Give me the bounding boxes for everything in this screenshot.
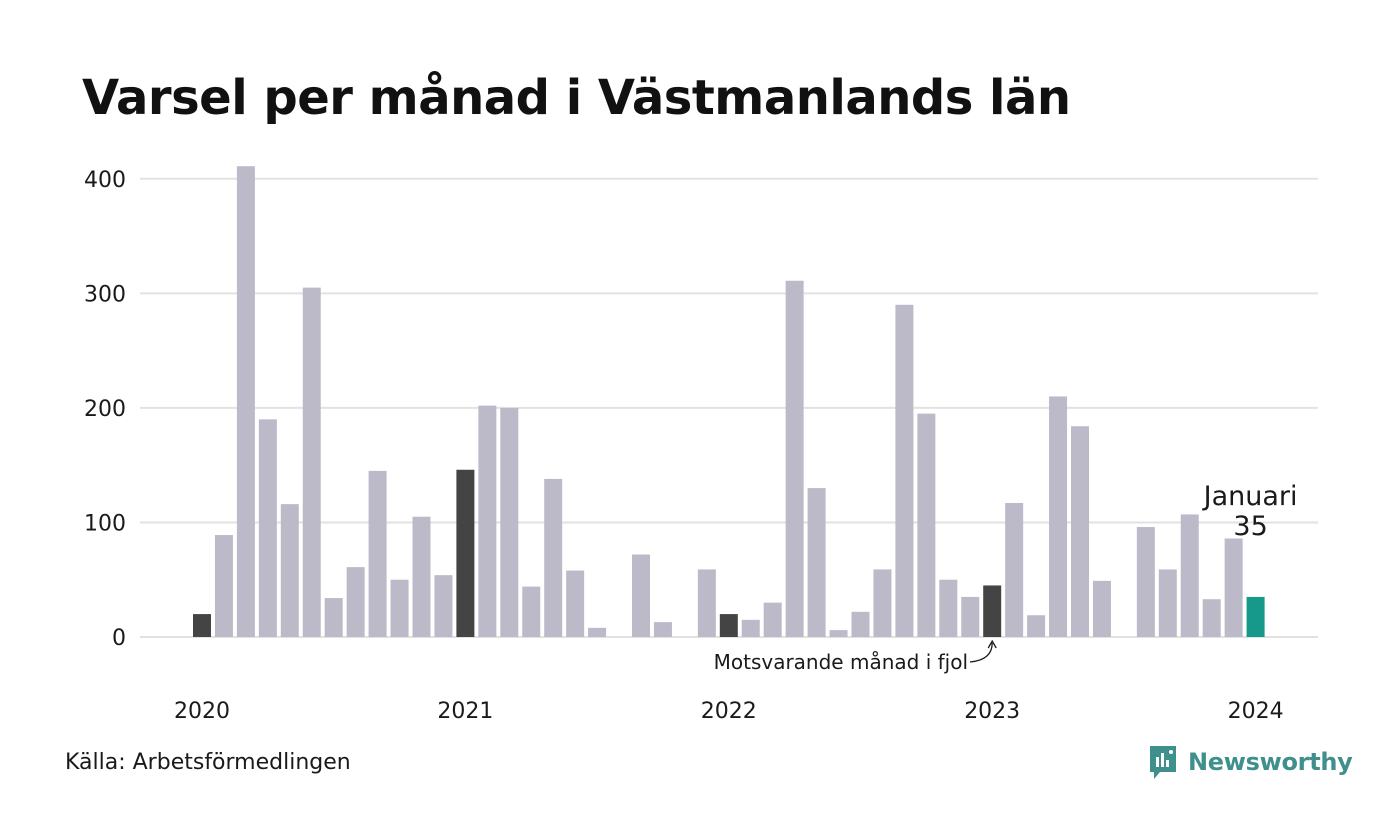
bar-2024-01 [1246,596,1265,637]
y-axis-ticks: 0 100 200 300 400 [84,168,126,651]
bar-2021-03 [500,407,519,637]
bar-2023-11 [1202,599,1221,637]
bar-2020-11 [412,516,431,637]
x-axis-ticks: 2020 2021 2022 2023 2024 [174,699,1284,724]
x-tick-label: 2022 [701,699,757,724]
newsworthy-logo-icon [1150,746,1176,779]
bar-2021-09 [632,554,650,637]
bar-2020-08 [346,567,365,637]
bar-2020-03 [236,166,255,637]
x-tick-label: 2024 [1228,699,1284,724]
brand-logo[interactable]: Newsworthy [1148,744,1353,780]
bar-2023-06 [1092,580,1111,637]
bar-2022-08 [873,569,892,637]
chart-title: Varsel per månad i Västmanlands län [82,70,1071,126]
bars [193,166,1265,637]
bar-2021-10 [653,622,672,637]
bar-2023-03 [1027,615,1046,637]
previous-year-annotation: Motsvarande månad i fjol [714,650,968,674]
bar-2022-12 [961,596,980,637]
bar-2022-11 [939,579,958,637]
bar-2020-04 [258,419,277,637]
bar-2022-03 [763,602,782,637]
bar-2020-06 [302,287,321,637]
bar-2022-07 [851,611,870,637]
bar-2023-12 [1224,538,1243,637]
bar-2022-09 [895,304,914,637]
bar-2020-07 [324,598,343,637]
y-tick-label: 100 [84,511,126,536]
bar-2020-12 [434,575,453,637]
y-tick-label: 0 [112,626,126,651]
bar-2021-04 [522,586,541,637]
bar-2020-02 [214,535,233,637]
bar-2022-01 [719,614,738,637]
bar-2023-08 [1136,527,1155,637]
annotation-arrowhead [987,639,997,649]
bar-2020-05 [280,504,299,637]
bar-2022-05 [807,488,826,637]
y-tick-label: 300 [84,282,126,307]
bar-2022-06 [829,630,848,637]
y-tick-label: 400 [84,168,126,193]
bar-2021-07 [588,627,607,637]
bar-2021-01 [456,469,475,637]
y-tick-label: 200 [84,397,126,422]
bar-2021-05 [544,478,563,637]
x-tick-label: 2020 [174,699,230,724]
bar-2021-02 [478,405,497,637]
x-tick-label: 2023 [964,699,1020,724]
source-note: Källa: Arbetsförmedlingen [65,750,351,775]
bar-2022-10 [917,413,936,637]
bar-2022-02 [741,619,760,637]
annotation-arrow [969,642,993,663]
bar-2023-02 [1005,502,1024,637]
bar-2023-05 [1071,426,1089,637]
x-tick-label: 2021 [437,699,493,724]
current-value-label: 35 [1233,511,1267,542]
current-month-label: Januari [1202,481,1298,512]
bar-2021-06 [566,570,585,637]
bar-2023-01 [983,585,1002,637]
bar-2022-04 [785,280,804,637]
bar-2021-12 [697,569,716,637]
bar-2020-09 [368,470,387,637]
bar-2023-10 [1180,514,1199,637]
brand-name: Newsworthy [1188,748,1353,776]
bar-2023-04 [1049,396,1068,637]
bar-2020-01 [193,614,211,637]
bar-2020-10 [390,579,409,637]
bar-2023-09 [1158,569,1177,637]
